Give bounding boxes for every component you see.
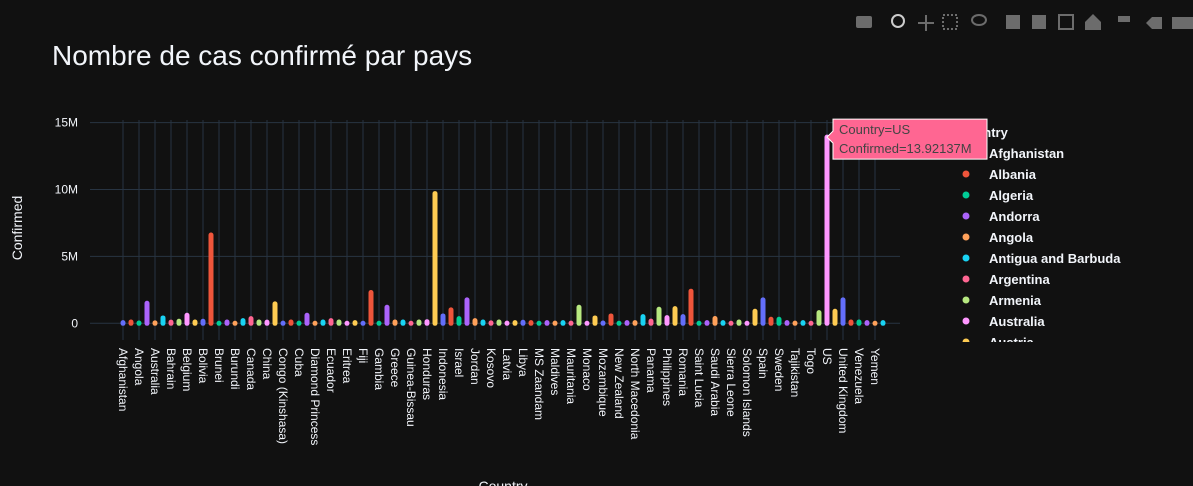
x-tick-label: United Kingdom xyxy=(836,348,850,433)
x-tick-label: Kosovo xyxy=(484,348,498,388)
tooltip-text: Country=US xyxy=(839,122,910,137)
x-tick-label: Sierra Leone xyxy=(724,348,738,417)
legend-label: Andorra xyxy=(989,209,1040,224)
legend-marker xyxy=(962,212,970,220)
x-tick-label: Australia xyxy=(148,348,162,395)
x-tick-label: Angola xyxy=(132,348,146,386)
lasso-icon[interactable] xyxy=(971,14,987,26)
reset-icon[interactable] xyxy=(1085,14,1101,30)
legend-label: Albania xyxy=(989,167,1037,182)
x-tick-label: Honduras xyxy=(420,348,434,400)
x-tick-label: Monaco xyxy=(580,348,594,391)
x-tick-label: Mauritania xyxy=(564,348,578,404)
camera-icon[interactable] xyxy=(856,16,872,28)
legend: Country AfghanistanAlbaniaAlgeriaAndorra… xyxy=(958,125,1121,350)
x-tick-label: Bahrain xyxy=(164,348,178,389)
legend-marker xyxy=(962,254,970,262)
x-tick-label: Romania xyxy=(676,348,690,396)
legend-marker xyxy=(962,338,970,342)
x-tick-label: Venezuela xyxy=(852,348,866,404)
y-axis-title: Confirmed xyxy=(9,196,25,261)
tooltip-box xyxy=(826,118,988,160)
x-tick-label: Brunei xyxy=(212,348,226,383)
legend-marker xyxy=(962,275,970,283)
x-tick-label: Sweden xyxy=(772,348,786,391)
tooltip: Country=US Confirmed=13.92137M xyxy=(826,118,988,160)
x-tick-label: Panama xyxy=(644,348,658,393)
legend-marker xyxy=(962,233,970,241)
chart-title: Nombre de cas confirmé par pays xyxy=(52,40,472,71)
x-tick-label: Indonesia xyxy=(436,348,450,400)
tooltip-text: Confirmed=13.92137M xyxy=(839,141,972,156)
y-tick-label: 5M xyxy=(61,249,78,263)
x-tick-label: Guinea-Bissau xyxy=(404,348,418,427)
x-tick-label: Belgium xyxy=(180,348,194,391)
x-tick-label: China xyxy=(260,348,274,380)
legend-label: Argentina xyxy=(989,272,1050,287)
x-tick-label: Solomon Islands xyxy=(740,348,754,437)
y-tick-label: 10M xyxy=(55,183,78,197)
pan-icon[interactable] xyxy=(918,15,934,31)
x-tick-label: Libya xyxy=(516,348,530,377)
x-tick-label: Saudi Arabia xyxy=(708,348,722,416)
x-tick-label: Cuba xyxy=(292,348,306,377)
plot-area: Afghanistan Angola Australia Bahrain Belgium… xyxy=(55,116,900,445)
autoscale-icon[interactable] xyxy=(1058,14,1074,30)
x-axis-title: Country xyxy=(478,478,527,486)
x-tick-label: Jordan xyxy=(468,348,482,385)
legend-marker xyxy=(962,191,970,199)
legend-label: Armenia xyxy=(989,293,1042,308)
legend-label: Australia xyxy=(989,314,1045,329)
x-tick-label: Israel xyxy=(452,348,466,377)
x-tick-label: Diamond Princess xyxy=(308,348,322,445)
x-tick-label: Latvia xyxy=(500,348,514,380)
legend-label: Afghanistan xyxy=(989,146,1064,161)
modebar xyxy=(856,14,1193,31)
x-tick-label: Bolivia xyxy=(196,348,210,384)
x-tick-label: US xyxy=(820,348,834,365)
legend-marker xyxy=(962,170,970,178)
x-tick-label: Congo (Kinshasa) xyxy=(276,348,290,444)
zoom-icon[interactable] xyxy=(891,14,905,28)
zoom-in-icon[interactable] xyxy=(1006,15,1020,29)
hover-compare-icon[interactable] xyxy=(1172,17,1193,29)
legend-marker xyxy=(962,296,970,304)
x-tick-label: Gambia xyxy=(372,348,386,390)
legend-marker xyxy=(962,317,970,325)
x-tick-label: Tajikistan xyxy=(788,348,802,397)
hover-closest-icon[interactable] xyxy=(1146,17,1162,29)
x-tick-label: MS Zaandam xyxy=(532,348,546,420)
legend-label: Angola xyxy=(989,230,1034,245)
x-tick-label: Canada xyxy=(244,348,258,390)
x-tick-label: Philippines xyxy=(660,348,674,406)
legend-label: Algeria xyxy=(989,188,1034,203)
x-tick-label: Spain xyxy=(756,348,770,379)
zoom-out-icon[interactable] xyxy=(1032,15,1046,29)
y-tick-label: 15M xyxy=(55,116,78,130)
x-tick-label: Greece xyxy=(388,348,402,388)
box-select-icon[interactable] xyxy=(942,14,958,30)
spike-icon[interactable] xyxy=(1118,16,1130,22)
x-tick-label: Saint Lucia xyxy=(692,348,706,408)
x-tick-label: Yemen xyxy=(868,348,882,385)
legend-label: Antigua and Barbuda xyxy=(989,251,1121,266)
y-tick-label: 0 xyxy=(71,316,78,330)
x-tick-label: Togo xyxy=(804,348,818,374)
x-tick-label: Maldives xyxy=(548,348,562,395)
legend-label: Austria xyxy=(989,335,1035,350)
x-tick-label: New Zealand xyxy=(612,348,626,419)
x-tick-label: Afghanistan xyxy=(116,348,130,411)
x-tick-label: Mozambique xyxy=(596,348,610,417)
x-tick-label: Fiji xyxy=(356,348,370,363)
x-tick-label: Burundi xyxy=(228,348,242,389)
x-tick-label: Eritrea xyxy=(340,348,354,384)
x-tick-label: Ecuador xyxy=(324,348,338,393)
x-tick-label: North Macedonia xyxy=(628,348,642,440)
